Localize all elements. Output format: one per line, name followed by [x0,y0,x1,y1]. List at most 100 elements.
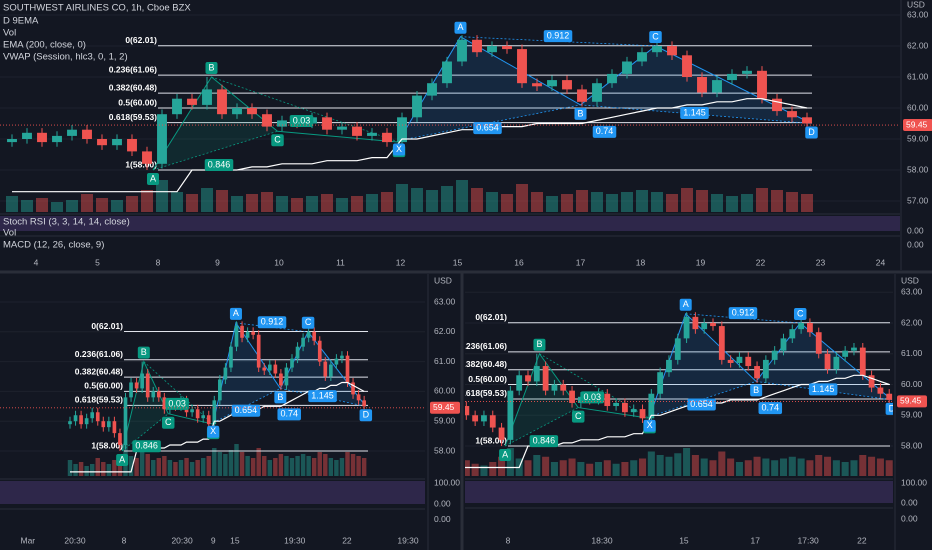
pattern-ratio-label-box [257,316,287,329]
volume-bar [306,196,318,212]
candle-body [129,382,133,398]
x-tick-label: 8 [506,535,511,545]
volume-bar [189,462,195,476]
candle-body [481,415,487,422]
volume-bar [167,460,173,476]
volume-bar [471,188,483,212]
volume-bar [561,194,573,212]
volume-bar [276,196,288,212]
x-tick-label: 10 [274,257,284,267]
volume-bar [480,465,488,476]
volume-bar [234,444,239,476]
candle-body [622,61,632,74]
volume-bar [171,192,183,212]
candle-body [710,323,716,327]
volume-bar [531,192,543,212]
x-tick-label: 4 [34,257,39,267]
candle-body [306,331,311,338]
volume-bar [591,192,603,212]
y-tick-label: 63.00 [434,296,456,306]
x-tick-label: 23 [816,257,826,267]
volume-bar [262,456,267,476]
candle-body [317,340,322,362]
last-price-tag [430,401,460,414]
candle-body [842,350,849,357]
candle-body [637,52,647,62]
pattern-point-label: A [233,308,239,318]
candle-body [217,89,227,115]
volume-bar [101,462,106,476]
pattern-point-label-box [643,419,656,432]
volume-bar [441,186,453,212]
candle-body [345,355,350,383]
volume-bar [606,194,618,212]
candle-body [52,135,62,143]
pattern-area [213,322,281,423]
volume-bar [328,458,334,476]
volume-bar [471,463,479,476]
stoch-tick-label: 100.00 [901,477,927,487]
candle-body [95,412,100,422]
pattern-ratio-label-box [231,404,261,417]
stoch-pane-band [0,481,425,504]
x-tick-label: 19:30 [397,535,419,545]
candle-body [67,129,77,136]
volume-bar [212,448,217,476]
volume-bar [186,194,198,212]
y-tick-label: 62.00 [901,317,923,327]
volume-bar [239,452,245,476]
candle-body [229,346,233,368]
pattern-ratio-label-box [308,390,337,403]
candle-body [780,338,787,351]
y-tick-label: 63.00 [901,287,923,297]
candle-body [487,46,497,53]
volume-bar [162,456,167,476]
volume-bar [126,196,138,212]
candle-body [112,421,117,434]
pattern-area [649,313,757,417]
pattern-leg [152,76,400,171]
pattern-diagonal [121,413,169,452]
pattern-ratio-label: 0.03 [168,398,186,408]
candle-body [206,415,211,425]
x-tick-label: 18:30 [591,535,613,545]
volume-bar [339,458,345,476]
y-tick-label: 59.00 [434,415,456,425]
stoch-pane-band [0,216,900,231]
volume-bar [666,194,678,212]
candle-body [607,73,617,84]
candle-body [683,316,690,339]
candle-body [301,337,305,347]
candle-body [489,415,496,428]
last-price-label: 59.45 [900,396,922,406]
candle-body [648,393,655,419]
x-tick-label: 17 [751,535,761,545]
chart-view: 0(62.01) 0.236(61.06) 0.382(60.48) 0.5(60.0… [0,14,900,237]
volume-bar [603,460,611,476]
pattern-area [505,353,579,446]
pattern-point-label: A [119,454,125,464]
candle-body [457,39,467,62]
candle-body [562,80,572,90]
volume-bar [546,196,558,212]
vwap-line [12,98,808,193]
volume-bar [559,460,567,476]
volume-bar [289,458,295,476]
fib-label: 0.382(60.48) [109,82,157,92]
volume-bar [96,198,108,212]
volume-bar [184,458,189,476]
pattern-point-label: B [277,392,283,402]
volume-bar [178,460,184,476]
candle-body [577,89,587,102]
candle-body [187,98,197,105]
pattern-point-label-box [205,62,218,74]
volume-bar [112,460,117,476]
x-tick-label: 8 [156,257,161,267]
volume-bar [351,196,363,212]
candle-body [666,359,672,373]
pattern-area [280,331,366,407]
volume-bar [128,456,134,476]
